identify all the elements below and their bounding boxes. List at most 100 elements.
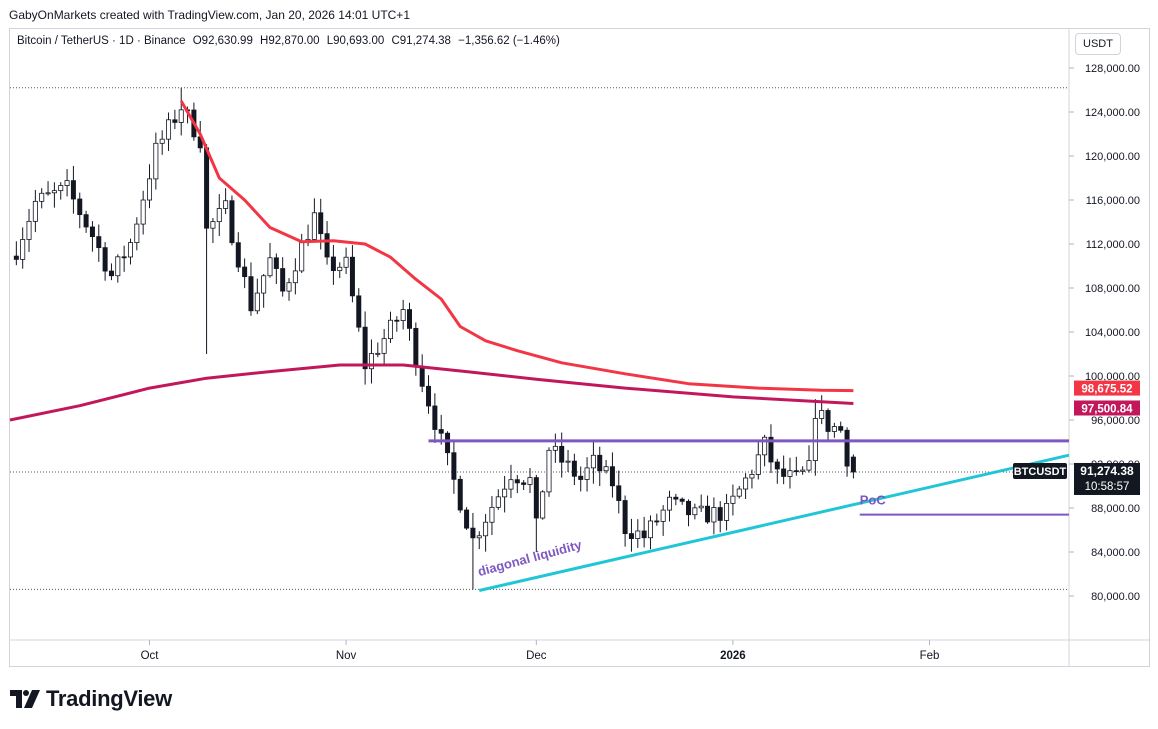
- candle-down: [324, 233, 330, 258]
- candle-down: [850, 456, 856, 473]
- candle-down: [571, 460, 577, 477]
- candle-down: [825, 410, 831, 432]
- candle-down: [438, 429, 444, 434]
- price-tick-label: 108,000.00: [1085, 283, 1140, 295]
- author-credit: GabyOnMarkets created with TradingView.c…: [9, 8, 410, 22]
- candle-up: [476, 535, 482, 539]
- candle-down: [121, 256, 127, 259]
- candle-down: [578, 475, 584, 480]
- candle-up: [508, 479, 514, 490]
- symbol-tag-label: BTCUSDT: [1014, 466, 1067, 478]
- brand-name: TradingView: [46, 686, 172, 711]
- candle-up: [711, 507, 717, 523]
- candle-up: [749, 474, 755, 479]
- candle-up: [134, 223, 140, 244]
- candle-down: [609, 466, 615, 487]
- candle-up: [724, 502, 730, 521]
- price-tick-label: 120,000.00: [1085, 151, 1140, 163]
- candle-up: [381, 338, 387, 354]
- candle-up: [800, 469, 806, 472]
- candle-up: [584, 467, 590, 480]
- candle-up: [115, 256, 121, 277]
- candle-down: [204, 147, 210, 229]
- trend-line[interactable]: [478, 453, 1070, 592]
- candle-up: [368, 353, 374, 370]
- candle-down: [616, 485, 622, 501]
- candle-up: [58, 185, 64, 192]
- price-tick-label: 80,000.00: [1091, 591, 1140, 603]
- symbol-tag: [1013, 462, 1067, 479]
- candle-down: [318, 212, 324, 235]
- candle-up: [51, 190, 57, 194]
- candle-up: [343, 256, 349, 268]
- candle-down: [349, 256, 355, 297]
- candle-up: [292, 270, 298, 284]
- candle-up: [489, 506, 495, 523]
- candle-up: [743, 477, 749, 490]
- price-tick-label: 116,000.00: [1086, 195, 1140, 207]
- candle-down: [280, 268, 286, 292]
- candle-down: [172, 119, 178, 123]
- candle-up: [831, 426, 837, 432]
- indicator-price-tag-label: 97,500.84: [1081, 403, 1133, 415]
- candle-up: [540, 491, 546, 519]
- candle-down: [89, 226, 95, 238]
- candle-up: [45, 192, 51, 195]
- candle-down: [521, 482, 527, 485]
- candle-down: [793, 470, 799, 473]
- candle-down: [628, 533, 634, 539]
- candle-up: [736, 488, 742, 497]
- currency-button[interactable]: USDT: [1075, 33, 1121, 55]
- candle-down: [844, 429, 850, 467]
- candle-up: [147, 178, 153, 201]
- candle-up: [730, 495, 736, 504]
- ema-slow-line: [9, 363, 854, 422]
- candle-up: [32, 200, 38, 222]
- candle-down: [248, 276, 254, 312]
- candle-up: [337, 266, 343, 272]
- candle-down: [768, 436, 774, 463]
- candle-up: [495, 496, 501, 508]
- price-tick-label: 84,000.00: [1091, 547, 1140, 559]
- candle-down: [445, 432, 451, 454]
- candle-down: [70, 180, 76, 200]
- annotation-label: diagonal liquidity: [476, 537, 584, 579]
- last-price-label: 91,274.38: [1080, 464, 1134, 478]
- ema-fast-line: [179, 100, 854, 393]
- candle-up: [762, 436, 768, 456]
- price-tick-label: 104,000.00: [1085, 327, 1140, 339]
- price-tick-label: 112,000.00: [1086, 239, 1140, 251]
- tradingview-logo: TradingView: [10, 686, 172, 712]
- price-tick-label: 128,000.00: [1085, 63, 1140, 75]
- candle-up: [210, 221, 216, 229]
- candle-down: [457, 478, 463, 511]
- candle-up: [127, 242, 133, 258]
- candle-down: [705, 505, 711, 523]
- candle-down: [330, 256, 336, 272]
- candle-down: [96, 236, 102, 249]
- time-tick-label: Oct: [141, 650, 160, 662]
- candle-up: [140, 199, 146, 225]
- candle-up: [375, 352, 381, 355]
- candle-down: [77, 198, 83, 216]
- candle-down: [641, 530, 647, 539]
- candle-up: [755, 454, 761, 475]
- candle-up: [261, 275, 267, 294]
- price-tick-label: 88,000.00: [1091, 503, 1140, 515]
- candle-down: [102, 247, 108, 272]
- candle-down: [597, 454, 603, 472]
- candle-up: [26, 220, 32, 240]
- candle-up: [698, 505, 704, 509]
- candle-up: [178, 109, 184, 123]
- symbol-name[interactable]: Bitcoin / TetherUS · 1D · Binance: [17, 35, 186, 47]
- candle-down: [394, 319, 400, 322]
- candle-down: [470, 527, 476, 539]
- candle-up: [286, 282, 292, 292]
- candle-up: [159, 138, 165, 144]
- candle-up: [387, 319, 393, 340]
- ohlc-change: −1,356.62 (−1.46%): [458, 35, 560, 47]
- candle-up: [400, 309, 406, 321]
- candle-down: [273, 257, 279, 269]
- candle-down: [781, 468, 787, 477]
